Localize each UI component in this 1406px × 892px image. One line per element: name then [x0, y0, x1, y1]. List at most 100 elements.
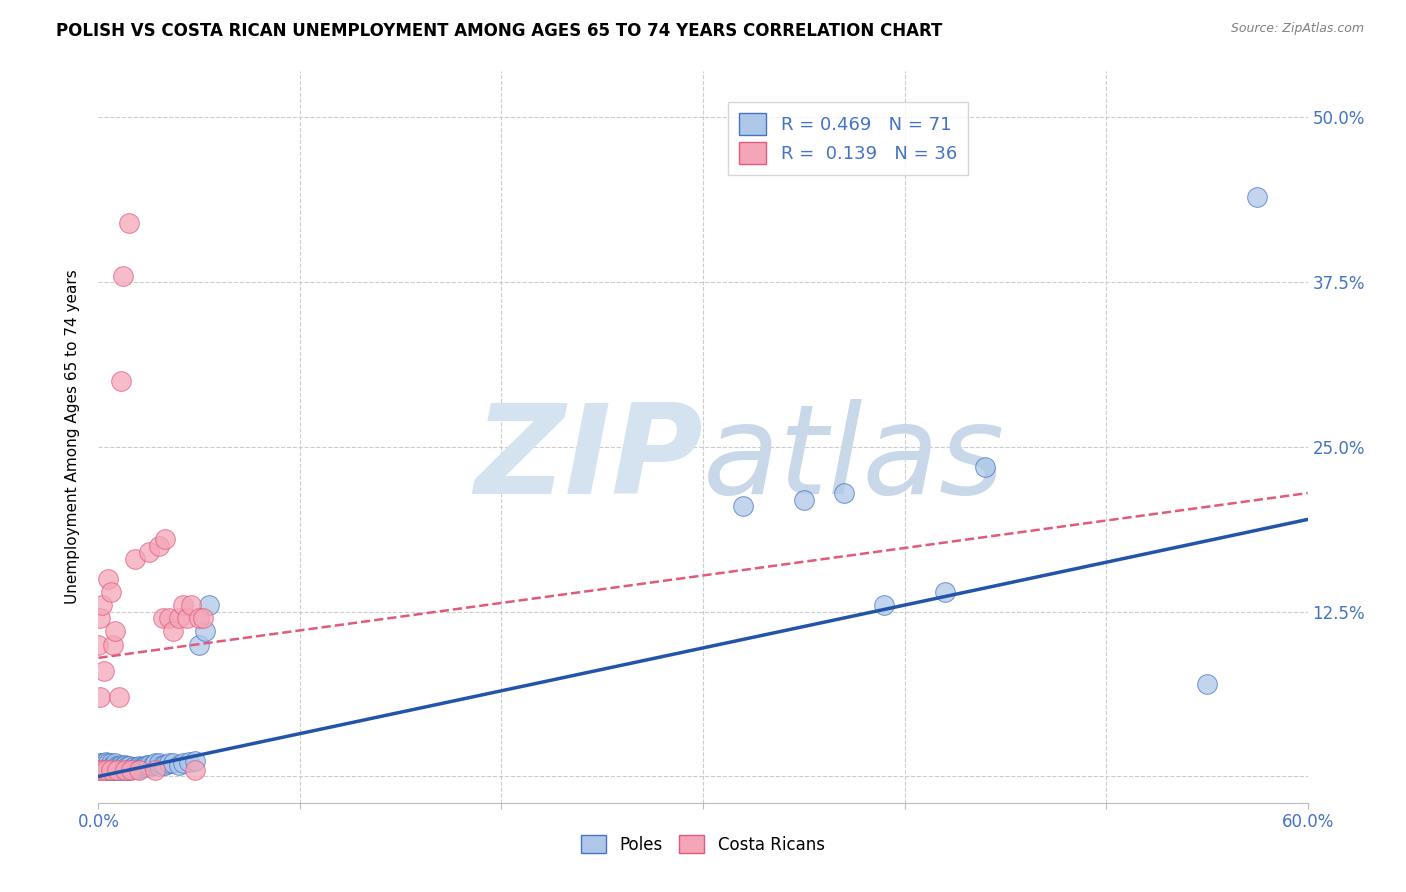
- Point: [873, 598, 896, 612]
- Point: [793, 492, 815, 507]
- Point: [100, 763, 122, 777]
- Point: [132, 760, 155, 774]
- Point: [89, 690, 111, 705]
- Point: [105, 763, 128, 777]
- Point: [188, 638, 211, 652]
- Point: [97, 572, 120, 586]
- Point: [188, 611, 211, 625]
- Point: [167, 611, 190, 625]
- Point: [153, 533, 176, 547]
- Point: [152, 611, 174, 625]
- Point: [157, 756, 180, 771]
- Point: [89, 611, 111, 625]
- Y-axis label: Unemployment Among Ages 65 to 74 years: Unemployment Among Ages 65 to 74 years: [65, 269, 80, 605]
- Point: [93, 762, 115, 776]
- Point: [101, 763, 124, 777]
- Point: [107, 763, 129, 777]
- Point: [111, 763, 134, 777]
- Point: [172, 598, 194, 612]
- Point: [148, 539, 170, 553]
- Point: [107, 759, 129, 773]
- Point: [111, 759, 134, 773]
- Point: [97, 760, 120, 774]
- Point: [87, 763, 110, 777]
- Point: [120, 762, 142, 776]
- Point: [91, 762, 114, 776]
- Point: [974, 459, 997, 474]
- Point: [111, 268, 134, 283]
- Point: [118, 763, 141, 777]
- Point: [121, 760, 143, 774]
- Point: [120, 763, 142, 777]
- Point: [87, 763, 110, 777]
- Point: [157, 611, 180, 625]
- Point: [172, 756, 194, 771]
- Point: [96, 763, 118, 777]
- Point: [184, 754, 207, 768]
- Point: [89, 756, 111, 771]
- Point: [1246, 189, 1268, 203]
- Point: [148, 759, 170, 773]
- Point: [129, 760, 152, 774]
- Text: ZIP: ZIP: [474, 399, 703, 519]
- Point: [105, 759, 128, 773]
- Point: [118, 216, 141, 230]
- Point: [128, 763, 150, 777]
- Point: [91, 763, 114, 777]
- Point: [198, 598, 221, 612]
- Point: [96, 763, 118, 777]
- Point: [107, 690, 129, 705]
- Point: [110, 374, 132, 388]
- Point: [180, 598, 202, 612]
- Point: [143, 756, 166, 771]
- Point: [93, 664, 115, 678]
- Point: [100, 756, 122, 771]
- Point: [114, 757, 136, 772]
- Point: [103, 762, 125, 776]
- Point: [100, 759, 122, 773]
- Point: [91, 756, 114, 771]
- Point: [733, 500, 755, 514]
- Point: [87, 638, 110, 652]
- Point: [103, 759, 125, 773]
- Point: [100, 763, 122, 777]
- Point: [193, 611, 215, 625]
- Point: [100, 585, 122, 599]
- Point: [97, 763, 120, 777]
- Point: [138, 757, 160, 772]
- Point: [184, 763, 207, 777]
- Point: [143, 763, 166, 777]
- Point: [110, 762, 132, 776]
- Point: [1195, 677, 1218, 691]
- Point: [101, 757, 124, 772]
- Point: [105, 763, 128, 777]
- Point: [142, 757, 165, 772]
- Point: [114, 762, 136, 776]
- Point: [832, 486, 855, 500]
- Point: [101, 760, 124, 774]
- Point: [162, 624, 184, 639]
- Point: [114, 763, 136, 777]
- Point: [103, 624, 125, 639]
- Point: [167, 757, 190, 772]
- Point: [176, 611, 198, 625]
- Point: [148, 756, 170, 771]
- Point: [152, 757, 174, 772]
- Text: Source: ZipAtlas.com: Source: ZipAtlas.com: [1230, 22, 1364, 36]
- Point: [134, 759, 156, 773]
- Point: [89, 760, 111, 774]
- Point: [934, 585, 956, 599]
- Text: atlas: atlas: [703, 399, 1005, 519]
- Point: [128, 762, 150, 776]
- Point: [96, 755, 118, 769]
- Point: [96, 759, 118, 773]
- Point: [125, 760, 148, 774]
- Point: [162, 756, 184, 771]
- Point: [135, 757, 157, 772]
- Point: [115, 759, 138, 773]
- Point: [138, 760, 160, 774]
- Point: [153, 757, 176, 772]
- Point: [194, 624, 217, 639]
- Point: [93, 757, 115, 772]
- Point: [91, 598, 114, 612]
